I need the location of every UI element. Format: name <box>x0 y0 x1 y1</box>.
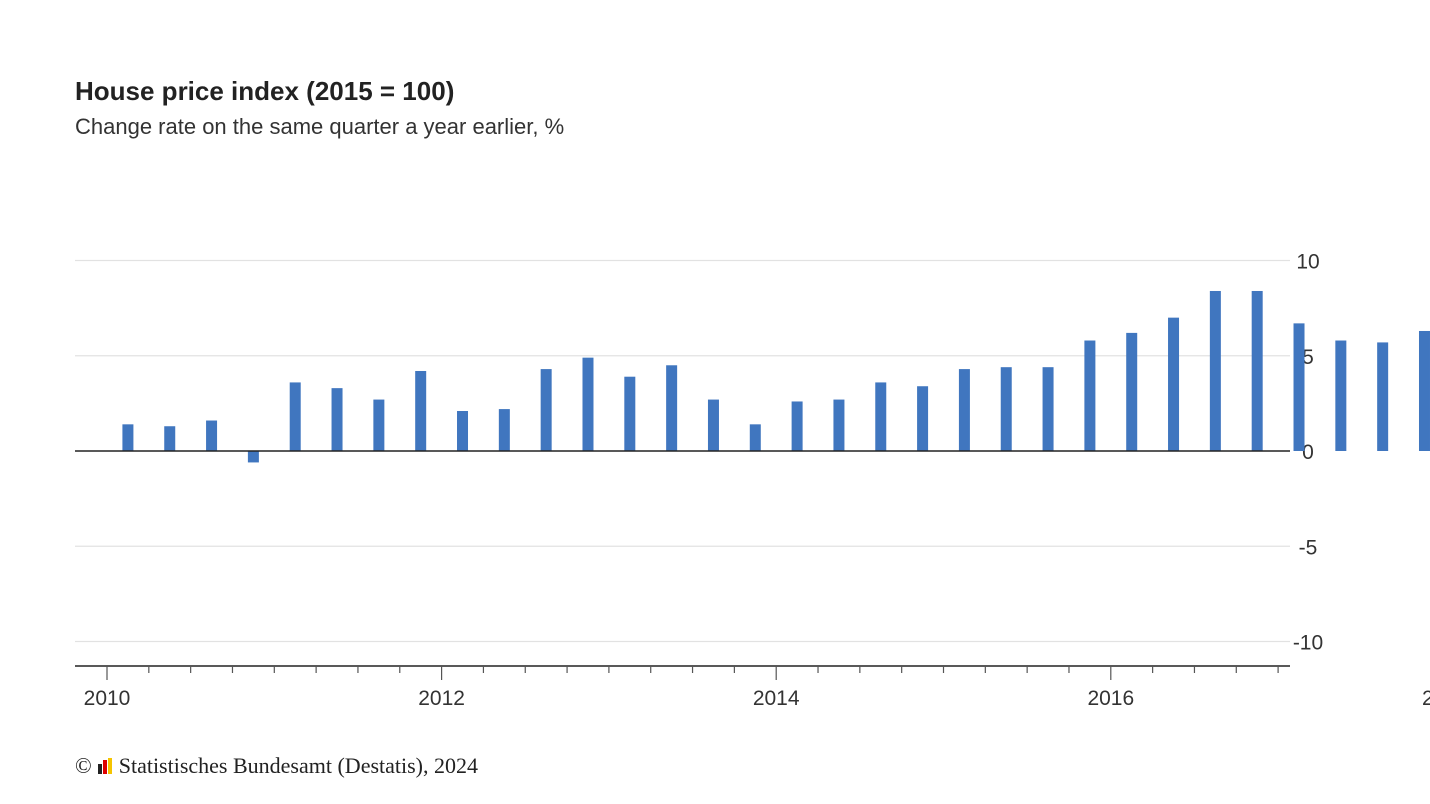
destatis-logo-icon <box>97 758 112 774</box>
bar <box>875 382 887 451</box>
bar <box>247 451 259 463</box>
bar <box>1168 317 1180 451</box>
bar <box>457 410 469 451</box>
bar <box>1377 342 1389 451</box>
x-tick-label: 2016 <box>1087 687 1134 710</box>
credit-text: Statistisches Bundesamt (Destatis), 2024 <box>118 753 479 778</box>
bar <box>540 369 552 451</box>
bar <box>958 369 970 451</box>
x-tick-label: 2014 <box>753 687 800 710</box>
bar <box>707 399 719 451</box>
chart-subtitle: Change rate on the same quarter a year e… <box>75 114 565 139</box>
bar <box>833 399 845 451</box>
bar <box>1000 367 1012 451</box>
bar <box>1042 367 1054 451</box>
x-tick-label: 2018 <box>1422 687 1430 710</box>
bar <box>164 426 176 451</box>
bar <box>415 370 427 451</box>
bar <box>331 388 343 451</box>
copyright-symbol: © <box>75 753 92 778</box>
bar <box>1251 290 1263 451</box>
bar <box>498 409 510 451</box>
bar <box>624 376 636 451</box>
bar <box>1084 340 1096 451</box>
bar <box>582 357 594 451</box>
bar <box>1335 340 1347 451</box>
chart-title: House price index (2015 = 100) <box>75 76 455 106</box>
bar <box>791 401 803 451</box>
x-tick-label: 2010 <box>84 687 131 710</box>
bar <box>289 382 301 451</box>
x-tick-label: 2012 <box>418 687 465 710</box>
bar <box>206 420 218 451</box>
bar <box>1418 330 1430 451</box>
y-tick-label: 5 <box>1302 346 1314 369</box>
bar <box>666 365 678 451</box>
bar <box>917 386 929 451</box>
y-tick-label: 10 <box>1296 251 1319 274</box>
y-tick-label: 0 <box>1302 441 1314 464</box>
y-tick-label: -10 <box>1293 632 1323 655</box>
bar <box>1126 332 1138 451</box>
bar <box>1209 290 1221 451</box>
bar <box>122 424 134 451</box>
y-tick-label: -5 <box>1299 536 1318 559</box>
credit-line: © Statistisches Bundesamt (Destatis), 20… <box>75 753 478 779</box>
bar <box>749 424 761 451</box>
bar <box>1293 323 1305 451</box>
bar <box>373 399 385 451</box>
